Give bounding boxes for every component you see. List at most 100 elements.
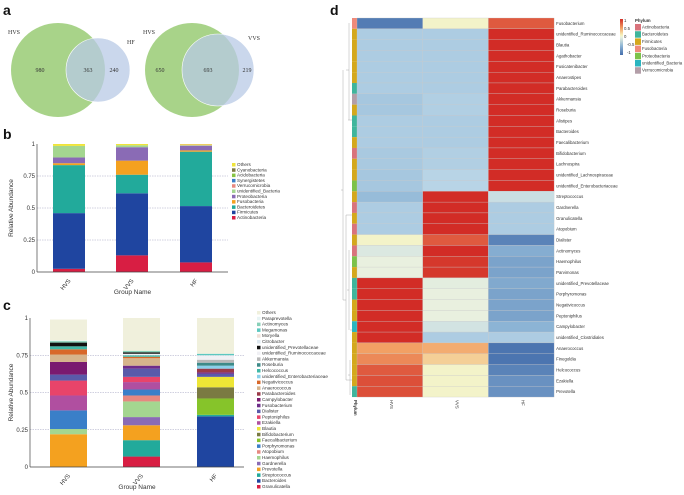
heatmap-cell-Negativicoccus-VVS [422, 299, 489, 311]
y-tick-label: 0 [32, 270, 36, 276]
bar-segment-HVS-Campylobacter [50, 361, 87, 375]
y-axis-label: Relative Abundance [8, 179, 15, 237]
bar-segment-VVS-Fusobacteria [116, 160, 148, 175]
legend-swatch [232, 184, 236, 188]
heatmap-row-label: unidentified_Prevotellaceae [556, 281, 609, 286]
heatmap-cell-Anaerococcus-HF [488, 342, 555, 354]
heatmap-cell-unidentified_Prevotellaceae-HF [488, 277, 555, 289]
heatmap-cell-unidentified_Clostridiales-VVS [422, 331, 489, 344]
legend-swatch [232, 194, 236, 199]
heatmap-cell-Blautia-VVS [422, 39, 489, 51]
x-axis-label: Group Name [114, 289, 152, 296]
heatmap-cell-Granulicatella-VVS [422, 212, 489, 224]
heatmap-cell-Actinomyces-VVS [422, 245, 489, 257]
heatmap-row-label: Gardnerella [556, 205, 579, 210]
heatmap-cell-Dialister-VVS [422, 234, 489, 246]
bar-segment-VVS-unidentified_Prevotellaceae [123, 352, 160, 354]
bar-segment-HF-Bacteroides [197, 416, 234, 467]
legend-swatch [257, 432, 261, 437]
bar-segment-HF-Verrucomicrobia [180, 144, 212, 146]
x-axis-label: Group Name [118, 484, 156, 491]
heatmap-cell-Lachnospira-VVS [422, 158, 489, 170]
legend-label: Bifidobacterium [262, 432, 294, 437]
phylum-annotation-cell [352, 267, 357, 278]
heatmap-row-label: Fusicatenibacter [556, 64, 588, 69]
heatmap-cell-Campylobacter-VVS [422, 321, 489, 333]
legend-swatch [257, 467, 261, 472]
colorbar [620, 19, 623, 55]
bar-segment-VVS-Helcococcus [123, 355, 160, 357]
bar-segment-VVS-Haemophilus [123, 401, 160, 418]
phylum-annotation-cell [352, 39, 357, 51]
phylum-annotation-cell [352, 299, 357, 311]
heatmap-cell-Fusobacterium-VVS [422, 17, 489, 29]
phylum-legend-swatch [635, 45, 641, 53]
legend-label: Others [262, 310, 276, 315]
venn-count-shared: 363 [84, 68, 93, 74]
phylum-legend-swatch [635, 60, 641, 67]
venn-count-only-second: 219 [243, 68, 252, 74]
heatmap-cell-Parabacteroides-HVS [356, 82, 423, 94]
bar-segment-HF-Roseburia [197, 362, 234, 366]
phylum-annotation-cell [352, 353, 357, 365]
heatmap-cell-Roseburia-HVS [356, 104, 423, 116]
bar-segment-HVS-Firmicutes [53, 213, 85, 269]
heatmap-cell-Prevotella-HF [488, 386, 555, 398]
venn-circle-second [181, 33, 255, 107]
heatmap-row-label: Negativicoccus [556, 302, 585, 307]
phylum-annotation-cell [352, 191, 357, 203]
heatmap-row-label: Peptoniphilus [556, 313, 582, 318]
bar-segment-VVS-Others [116, 144, 148, 146]
legend-swatch [257, 444, 261, 448]
phylum-legend-label: unidentified_Bacteria [642, 61, 683, 66]
legend-swatch [232, 173, 236, 178]
venn-count-only-second: 240 [110, 68, 119, 74]
heatmap-cell-Lachnospira-HF [488, 158, 555, 170]
venn-set-label-first: HVS [8, 30, 20, 36]
legend-label: Helcococcus [262, 368, 289, 373]
legend-swatch [257, 357, 261, 361]
legend-label: Fusobacteria [237, 199, 264, 204]
heatmap-cell-Prevotella-VVS [422, 386, 489, 398]
legend-label: Proteobacteria [237, 194, 267, 199]
legend-label: Gardnerella [262, 461, 286, 466]
legend-swatch [232, 210, 236, 215]
legend-label: Fusobacterium [262, 403, 293, 408]
heatmap-row-label: Helcococcus [556, 367, 580, 372]
heatmap-cell-Roseburia-VVS [422, 104, 489, 116]
phylum-annotation-cell [352, 364, 357, 376]
heatmap-cell-Anaerococcus-VVS [422, 342, 489, 354]
heatmap-row-label: Blautia [556, 43, 570, 48]
heatmap-cell-Bacteroides-HF [488, 126, 555, 138]
venn-set-label-second: VVS [248, 36, 260, 42]
phylum-legend-swatch [635, 31, 641, 38]
heatmap-column-label: HVS [389, 400, 394, 409]
legend-label: unidentified_Bacteria [237, 189, 280, 194]
heatmap-cell-Anaerostipes-VVS [422, 72, 489, 84]
phylum-annotation-cell [352, 277, 357, 289]
heatmap-cell-Bifidobacterium-HF [488, 147, 555, 159]
phylum-annotation-cell [352, 82, 357, 94]
phylum-axis-label: Phylum [353, 400, 358, 416]
heatmap-row-label: Campylobacter [556, 324, 585, 329]
venn-count-only-first: 650 [156, 68, 165, 74]
legend-swatch [257, 351, 261, 356]
heatmap-cell-Peptoniphilus-HVS [356, 310, 423, 322]
bar-segment-HVS-Porphyromonas [50, 410, 87, 430]
venn-count-only-first: 980 [36, 68, 45, 74]
bar-segment-HVS-Anaerococcus [50, 354, 87, 362]
phylum-annotation-cell [352, 93, 357, 105]
heatmap-cell-Fusicatenibacter-VVS [422, 61, 489, 73]
legend-swatch [257, 328, 261, 332]
bar-segment-VVS-unidentified_Bacteria [116, 145, 148, 148]
bar-segment-HVS-Actinobacteria [53, 268, 85, 272]
bar-segment-HVS-Bacteroidetes [53, 165, 85, 214]
heatmap-row-label: Alistipes [556, 118, 572, 123]
heatmap-cell-Negativicoccus-HF [488, 299, 555, 311]
phylum-annotation-cell [352, 310, 357, 322]
bar-segment-HF-Others [197, 318, 234, 354]
heatmap-cell-Agathobacter-HVS [356, 50, 423, 62]
colorbar-tick: -0.5 [627, 42, 635, 47]
legend-swatch [257, 403, 261, 408]
bar-segment-HVS-unidentified_Prevotellaceae [50, 342, 87, 347]
